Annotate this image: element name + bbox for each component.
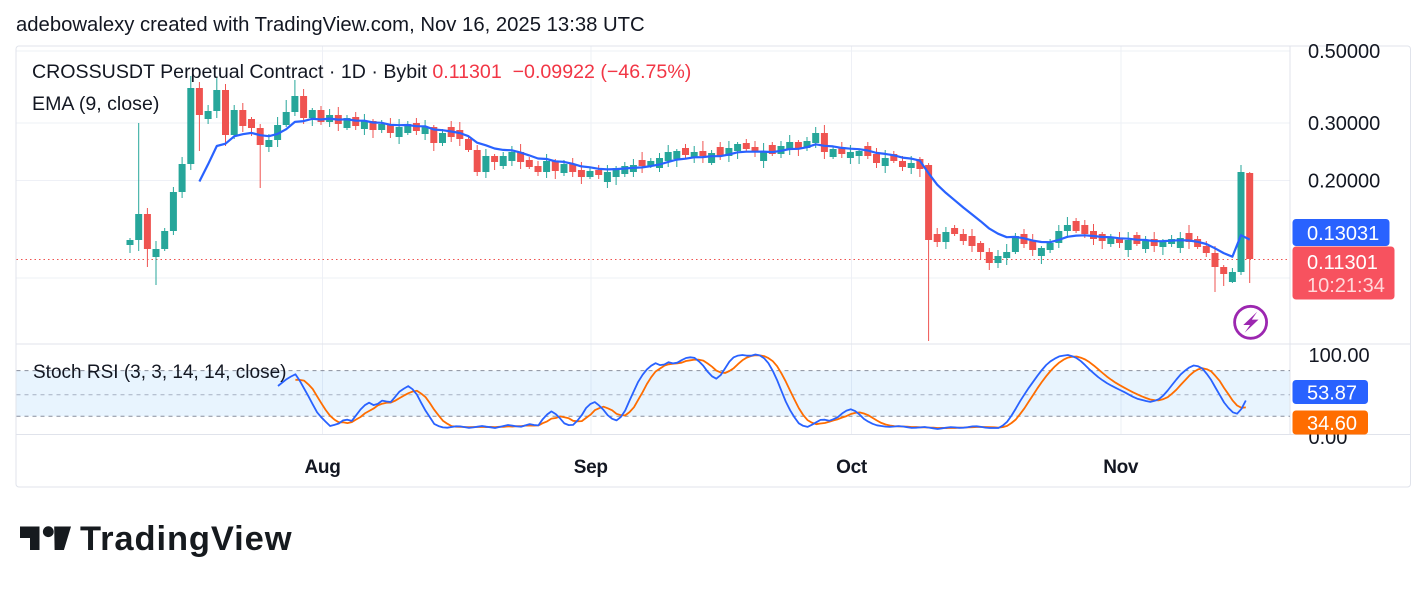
svg-text:adebowalexy created with Tradi: adebowalexy created with TradingView.com… (16, 14, 645, 36)
svg-text:0.11301: 0.11301 (1307, 252, 1378, 274)
svg-text:34.60: 34.60 (1307, 413, 1357, 435)
svg-text:TradingView: TradingView (80, 520, 293, 558)
svg-text:Sep: Sep (574, 457, 608, 478)
svg-text:Oct: Oct (836, 457, 868, 478)
svg-text:EMA (9, close): EMA (9, close) (32, 93, 159, 115)
svg-text:10:21:34: 10:21:34 (1307, 275, 1385, 297)
svg-text:53.87: 53.87 (1307, 383, 1357, 405)
svg-text:Nov: Nov (1103, 457, 1139, 478)
svg-text:0.13031: 0.13031 (1307, 223, 1379, 245)
svg-text:Stoch RSI (3, 3, 14, 14, close: Stoch RSI (3, 3, 14, 14, close) (33, 362, 286, 383)
svg-text:Aug: Aug (304, 457, 340, 478)
svg-text:0.30000: 0.30000 (1308, 113, 1380, 135)
svg-text:100.00: 100.00 (1309, 345, 1370, 367)
svg-text:CROSSUSDT Perpetual Contract ·: CROSSUSDT Perpetual Contract · 1D · Bybi… (32, 61, 691, 83)
svg-text:0.50000: 0.50000 (1308, 41, 1380, 63)
svg-text:0.20000: 0.20000 (1308, 171, 1380, 193)
